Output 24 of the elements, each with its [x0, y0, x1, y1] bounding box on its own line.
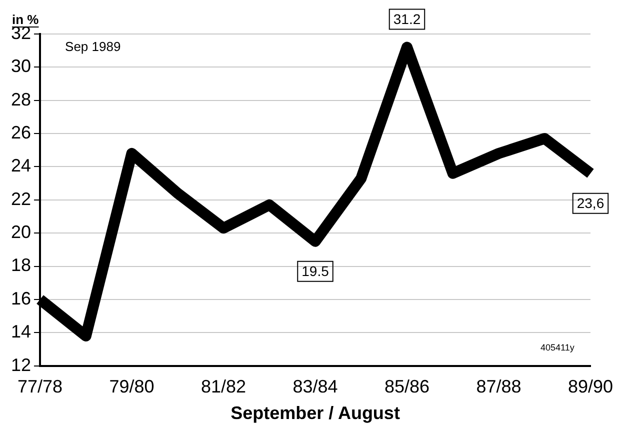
x-tick-label: 83/84 — [292, 376, 338, 397]
data-label: 19.5 — [302, 263, 330, 280]
x-tick-label: 87/88 — [476, 376, 522, 397]
y-tick-label: 16 — [10, 288, 32, 308]
annotation: 405411y — [540, 342, 575, 352]
data-label: 23,6 — [576, 195, 604, 212]
x-tick-label: 81/82 — [200, 376, 246, 397]
y-axis-title: in % — [12, 12, 40, 27]
x-tick-label: 77/78 — [18, 376, 63, 397]
y-tick-label: 20 — [10, 222, 32, 242]
x-tick-label: 85/86 — [384, 376, 430, 397]
y-tick-label: 12 — [10, 354, 32, 375]
y-tick-label: 26 — [10, 122, 32, 143]
annotation: Sep 1989 — [65, 38, 121, 54]
y-tick-label: 24 — [10, 156, 32, 176]
y-tick-label: 28 — [10, 89, 32, 110]
y-tick-label: 22 — [10, 188, 32, 209]
x-axis-title: September / August — [230, 403, 400, 424]
x-tick-label: 79/80 — [109, 376, 154, 397]
y-tick-label: 14 — [10, 322, 32, 342]
x-tick-label: 89/90 — [568, 376, 613, 397]
data-label: 31.2 — [393, 11, 421, 28]
y-tick-label: 30 — [10, 56, 32, 76]
y-tick-label: 18 — [10, 255, 32, 276]
